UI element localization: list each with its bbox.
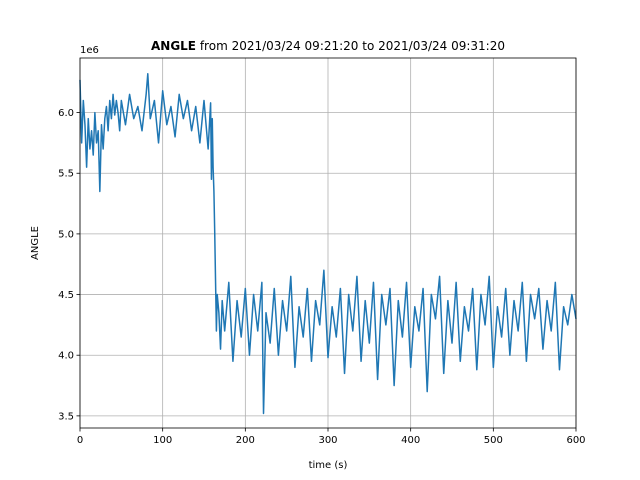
plot-area: [79, 73, 577, 415]
chart-title: ANGLE from 2021/03/24 09:21:20 to 2021/0…: [151, 39, 505, 53]
x-tick-label: 0: [77, 435, 83, 446]
chart-title-rest: from 2021/03/24 09:21:20 to 2021/03/24 0…: [196, 39, 505, 53]
y-tick-label: 5.0: [58, 229, 74, 240]
x-tick-label: 500: [484, 435, 503, 446]
y-tick-label: 5.5: [58, 169, 74, 180]
x-tick-label: 400: [401, 435, 420, 446]
series-line: [79, 73, 577, 415]
y-tick-label: 4.5: [58, 290, 74, 301]
y-axis-offset-text: 1e6: [80, 45, 99, 56]
y-tick-label: 4.0: [58, 351, 74, 362]
y-tick-label: 6.0: [58, 108, 74, 119]
grid-lines: [79, 58, 577, 428]
x-tick-label: 200: [236, 435, 255, 446]
x-tick-label: 600: [566, 435, 585, 446]
y-axis-label: ANGLE: [30, 226, 41, 260]
x-tick-label: 100: [153, 435, 172, 446]
y-axis-ticks: 3.5 4.0 4.5 5.0 5.5 6.0: [58, 108, 80, 422]
chart-title-bold: ANGLE: [151, 39, 196, 53]
x-axis-ticks: 0 100 200 300 400 500 600: [77, 428, 586, 446]
title: ANGLE from 2021/03/24 09:21:20 to 2021/0…: [151, 39, 505, 53]
x-axis-label: time (s): [309, 460, 348, 471]
x-tick-label: 300: [318, 435, 337, 446]
y-tick-label: 3.5: [58, 411, 74, 422]
